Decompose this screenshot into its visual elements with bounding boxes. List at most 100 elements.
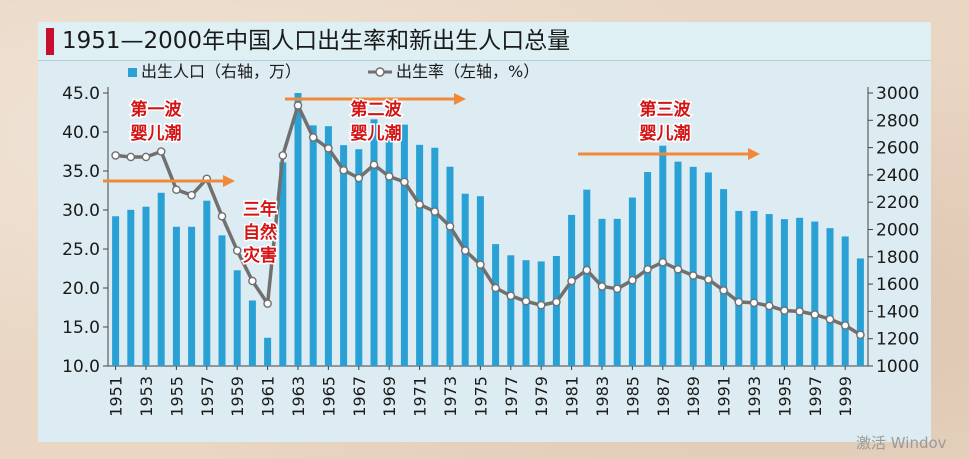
right-axis-tick-label: 2200 bbox=[876, 193, 919, 213]
left-axis-tick-label: 20.0 bbox=[62, 279, 100, 299]
birth-count-bar bbox=[264, 337, 272, 366]
annotation-disaster-line3: 灾害 bbox=[243, 245, 277, 266]
birth-count-bar bbox=[248, 300, 256, 366]
birth-count-bar bbox=[370, 119, 378, 366]
annotation-boom-2-line2: 婴儿潮 bbox=[351, 123, 402, 144]
x-axis-tick-label: 1955 bbox=[167, 376, 186, 417]
right-axis-tick-label: 1400 bbox=[876, 302, 919, 322]
birth-count-bar bbox=[461, 193, 469, 366]
birth-rate-point bbox=[232, 246, 242, 255]
birth-count-bar bbox=[598, 218, 606, 366]
x-axis-tick-label: 1951 bbox=[107, 376, 126, 417]
birth-rate-point bbox=[415, 200, 424, 209]
right-axis-tick-label: 2600 bbox=[876, 139, 919, 159]
annotation-disaster-line2: 自然 bbox=[243, 222, 277, 243]
birth-rate-point bbox=[795, 307, 804, 316]
birth-rate-point bbox=[612, 284, 622, 294]
birth-count-bar bbox=[279, 162, 287, 366]
left-axis-tick-label: 40.0 bbox=[62, 123, 100, 143]
chart-plot: 出生人口（右轴，万） 出生率（左轴，%） 10.0 15.0 20.0 25.0 30.0 3… bbox=[62, 62, 919, 417]
birth-rate-point bbox=[430, 207, 440, 216]
chart-panel: 1951—2000年中国人口出生率和新出生人口总量 出生人口（右轴，万） 出生率（… bbox=[38, 22, 931, 442]
activation-watermark: 激活 Windov bbox=[856, 434, 947, 452]
birth-count-bar bbox=[552, 255, 560, 366]
birth-rate-point bbox=[278, 151, 288, 160]
title-divider bbox=[38, 60, 931, 61]
birth-count-bar bbox=[233, 270, 241, 366]
right-axis-tick-label: 2400 bbox=[876, 166, 919, 186]
birth-rate-point bbox=[582, 265, 592, 275]
x-axis-tick-label: 1973 bbox=[441, 376, 460, 417]
x-axis-tick-label: 1975 bbox=[471, 376, 490, 417]
x-axis-tick-label: 1959 bbox=[228, 376, 247, 417]
annotation-boom-3-line2: 婴儿潮 bbox=[640, 123, 691, 144]
birth-rate-point bbox=[141, 152, 151, 162]
birth-count-bar bbox=[704, 172, 712, 366]
birth-count-bar bbox=[157, 192, 165, 366]
birth-count-bar bbox=[416, 144, 424, 366]
birth-rate-point bbox=[354, 173, 364, 183]
birth-rate-point bbox=[704, 275, 713, 284]
birth-rate-point bbox=[810, 310, 820, 319]
baby-boom-2-arrow-head bbox=[454, 93, 466, 105]
birth-count-bar bbox=[188, 226, 196, 366]
birth-rate-point bbox=[111, 151, 120, 160]
right-axis-tick-label: 1200 bbox=[876, 330, 919, 350]
birth-count-bar bbox=[841, 236, 849, 366]
right-axis-tick-label: 1800 bbox=[876, 248, 919, 268]
birth-count-bar bbox=[507, 255, 515, 366]
right-axis-tick-label: 3000 bbox=[876, 84, 919, 104]
birth-rate-point bbox=[248, 276, 257, 286]
birth-count-bar bbox=[856, 258, 864, 366]
left-axis-tick-label: 10.0 bbox=[62, 357, 100, 377]
birth-rate-point bbox=[734, 297, 744, 307]
birth-rate-line bbox=[115, 103, 862, 337]
birth-count-bar bbox=[431, 147, 439, 366]
x-axis-tick-label: 1965 bbox=[319, 376, 338, 417]
birth-count-bar bbox=[568, 214, 576, 366]
birth-rate-point bbox=[384, 172, 394, 181]
x-axis-tick-label: 1957 bbox=[198, 376, 217, 417]
x-axis-tick-label: 1985 bbox=[623, 376, 642, 417]
x-axis-tick-label: 1961 bbox=[259, 376, 278, 417]
birth-count-bar bbox=[142, 206, 150, 366]
birth-rate-point bbox=[217, 211, 227, 221]
birth-count-bar bbox=[355, 149, 363, 366]
x-axis-tick-label: 1967 bbox=[350, 376, 369, 417]
birth-rate-point bbox=[339, 165, 348, 175]
x-axis-tick-label: 1997 bbox=[806, 376, 825, 417]
annotation-boom-1-line1: 第一波 bbox=[131, 99, 183, 120]
birth-rate-point bbox=[749, 298, 759, 308]
birth-count-bar bbox=[796, 217, 804, 366]
birth-rate-point bbox=[536, 300, 546, 310]
birth-rate-point bbox=[172, 185, 181, 195]
legend-line-marker bbox=[375, 67, 385, 77]
birth-count-bar bbox=[811, 221, 819, 366]
birth-count-bar bbox=[218, 235, 226, 366]
x-axis-tick-label: 1989 bbox=[684, 376, 703, 417]
birth-count-bar bbox=[203, 200, 211, 366]
birth-count-bar bbox=[720, 189, 728, 366]
birth-count-bar bbox=[476, 196, 484, 366]
x-axis-tick-label: 1953 bbox=[137, 376, 156, 417]
x-axis-tick-label: 1987 bbox=[654, 376, 673, 417]
birth-rate-point bbox=[293, 101, 303, 110]
birth-count-bar bbox=[324, 126, 332, 367]
birth-rate-point bbox=[643, 264, 652, 274]
birth-count-bar bbox=[172, 226, 180, 366]
birth-rate-point bbox=[400, 177, 409, 187]
birth-rate-point bbox=[324, 144, 333, 153]
birth-count-bar bbox=[780, 219, 788, 366]
baby-boom-1-arrow-head bbox=[223, 175, 235, 187]
birth-count-bar bbox=[735, 210, 743, 366]
birth-count-bar bbox=[537, 261, 545, 366]
birth-count-bar bbox=[750, 210, 758, 366]
birth-rate-point bbox=[506, 291, 516, 301]
birth-rate-point bbox=[764, 301, 774, 311]
birth-rate-point bbox=[856, 330, 865, 340]
legend-bar-swatch bbox=[128, 68, 137, 77]
x-axis-tick-label: 1991 bbox=[715, 376, 734, 417]
left-axis-tick-label: 30.0 bbox=[62, 201, 100, 221]
birth-count-bar bbox=[127, 209, 135, 366]
left-axis-tick-label: 35.0 bbox=[62, 162, 100, 182]
